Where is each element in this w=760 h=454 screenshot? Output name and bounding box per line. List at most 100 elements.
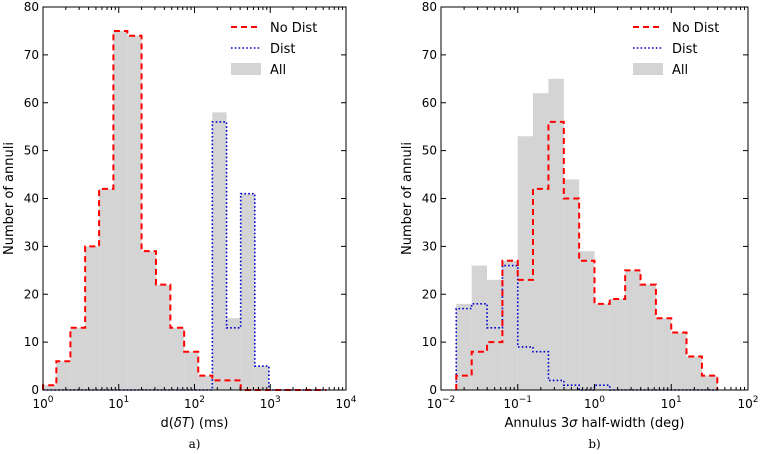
- x-tick-base: 10: [108, 397, 123, 411]
- x-tick-label: 101: [108, 395, 129, 411]
- y-tick-label: 30: [422, 239, 437, 253]
- bar-all: [548, 78, 564, 390]
- bar-all: [127, 35, 142, 390]
- y-tick-label: 10: [422, 335, 437, 349]
- legend-label-no-dist: No Dist: [270, 21, 317, 36]
- x-axis-label-symbol: δT: [174, 416, 191, 431]
- bar-all: [254, 366, 269, 390]
- bar-all: [563, 179, 580, 390]
- bar-all: [456, 303, 472, 390]
- y-tick-label: 80: [422, 0, 437, 14]
- panel-label: b): [588, 437, 600, 451]
- bar-all: [170, 327, 185, 390]
- x-tick-label: 10−1: [503, 395, 532, 411]
- panel-label: a): [189, 437, 201, 451]
- x-tick-label: 101: [661, 395, 682, 411]
- bar-all: [640, 284, 656, 390]
- x-axis-label-prefix: d(: [160, 416, 173, 431]
- y-tick-label: 50: [24, 144, 39, 158]
- legend-label-all: All: [672, 63, 688, 78]
- x-tick-base: 10: [184, 397, 199, 411]
- y-tick-label: 10: [24, 335, 39, 349]
- y-tick-label: 60: [24, 96, 39, 110]
- x-tick-base: 10: [260, 397, 275, 411]
- y-axis-label: Number of annuli: [400, 142, 415, 255]
- bar-all: [471, 265, 488, 390]
- x-tick-base: 10: [584, 397, 599, 411]
- y-tick-label: 20: [422, 287, 437, 301]
- x-tick-exponent: 0: [599, 395, 605, 405]
- y-tick-label: 80: [24, 0, 39, 14]
- bar-all: [184, 351, 199, 390]
- bar-all: [579, 251, 595, 390]
- bar-all: [240, 193, 255, 390]
- legend-swatch-all: [633, 63, 663, 75]
- bar-all: [56, 361, 71, 390]
- x-tick-base: 10: [32, 397, 47, 411]
- x-axis-label: d(δT) (ms): [160, 416, 228, 431]
- bar-all: [70, 327, 86, 390]
- bar-all: [655, 318, 672, 390]
- bar-all: [85, 246, 100, 390]
- bar-all: [198, 375, 213, 390]
- bar-all: [701, 375, 718, 390]
- y-tick-label: 70: [24, 48, 39, 62]
- x-tick-exponent: 3: [275, 395, 281, 405]
- series-line-no-dist: [455, 120, 719, 390]
- legend-swatch-all: [231, 63, 261, 75]
- x-tick-base: 10: [335, 397, 350, 411]
- y-tick-label: 20: [24, 287, 39, 301]
- x-tick-exponent: 4: [351, 395, 357, 405]
- x-axis-label-suffix: half-width (deg): [577, 416, 684, 431]
- x-tick-base: 10: [427, 397, 442, 411]
- x-tick-label: 100: [32, 395, 53, 411]
- legend-label-all: All: [270, 63, 286, 78]
- x-tick-exponent: 1: [676, 395, 682, 405]
- bar-all: [609, 299, 626, 390]
- x-tick-label: 104: [335, 395, 356, 411]
- x-tick-exponent: −2: [442, 395, 455, 405]
- y-axis-label: Number of annuli: [2, 142, 17, 255]
- legend-label-no-dist: No Dist: [672, 21, 719, 36]
- x-axis-label: Annulus 3σ half-width (deg): [504, 416, 684, 431]
- x-tick-exponent: 1: [124, 395, 130, 405]
- y-tick-label: 40: [422, 192, 437, 206]
- bar-all: [517, 136, 533, 390]
- x-tick-label: 102: [184, 395, 205, 411]
- y-tick-label: 40: [24, 192, 39, 206]
- bar-all: [212, 112, 227, 390]
- bar-all: [141, 251, 156, 390]
- x-axis-label-symbol: σ: [569, 416, 578, 431]
- bar-all: [502, 260, 518, 390]
- bar-all: [625, 270, 641, 390]
- x-tick-exponent: 0: [48, 395, 54, 405]
- x-tick-label: 100: [584, 395, 605, 411]
- y-tick-label: 60: [422, 96, 437, 110]
- x-tick-exponent: 2: [199, 395, 205, 405]
- x-tick-base: 10: [737, 397, 752, 411]
- y-tick-label: 0: [31, 383, 39, 397]
- bar-all: [594, 303, 610, 390]
- x-tick-label: 10−2: [427, 395, 456, 411]
- bar-all: [671, 332, 687, 390]
- legend-label-dist: Dist: [672, 42, 698, 57]
- y-tick-label: 50: [422, 144, 437, 158]
- x-tick-label: 102: [737, 395, 758, 411]
- x-tick-base: 10: [661, 397, 676, 411]
- bar-all: [226, 318, 241, 390]
- bar-all: [487, 279, 503, 390]
- y-tick-label: 70: [422, 48, 437, 62]
- x-tick-exponent: −1: [519, 395, 532, 405]
- legend: No Dist Dist All: [231, 21, 317, 78]
- x-tick-exponent: 2: [753, 395, 759, 405]
- x-axis-label-suffix: ) (ms): [190, 416, 229, 431]
- y-tick-label: 0: [429, 383, 437, 397]
- legend: No Dist Dist All: [633, 21, 719, 78]
- x-tick-label: 103: [260, 395, 281, 411]
- legend-label-dist: Dist: [270, 42, 296, 57]
- bar-all: [43, 385, 57, 390]
- x-axis-label-prefix: Annulus 3: [504, 416, 569, 431]
- y-tick-label: 30: [24, 239, 39, 253]
